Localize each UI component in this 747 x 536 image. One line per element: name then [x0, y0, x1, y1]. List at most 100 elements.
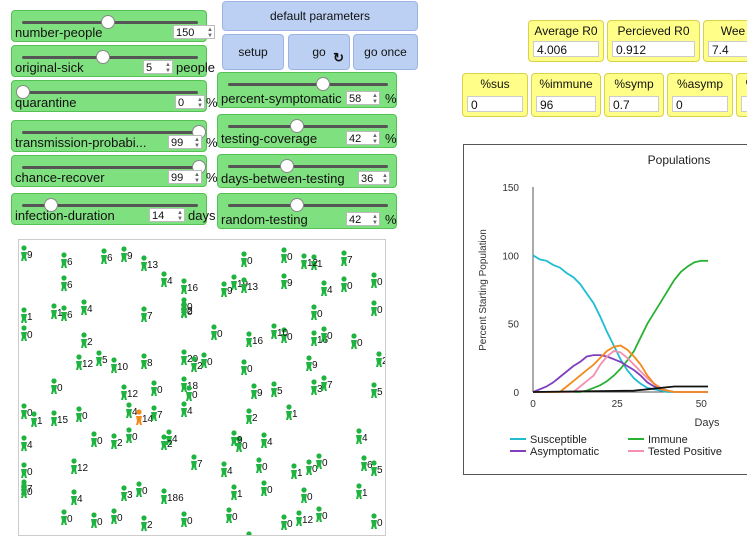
person-label: 5 [377, 387, 383, 398]
spinner-icon[interactable]: ▲ ▼ [194, 137, 200, 149]
infection-duration-value[interactable]: 14 ▲ ▼ [149, 208, 185, 222]
testing-coverage-handle[interactable] [290, 119, 305, 133]
person-label: 6 [67, 310, 73, 321]
person-agent: 0 [126, 427, 138, 443]
person-agent: 5 [371, 382, 383, 398]
person-label: 6 [67, 280, 73, 291]
person-agent: 0 [281, 514, 293, 530]
chance-recover-slider[interactable]: chance-recover 99 ▲ ▼% [11, 155, 218, 187]
spinner-icon[interactable]: ▲ ▼ [372, 214, 378, 226]
days-between-testing-slider[interactable]: days-between-testing 36 ▲ ▼ [217, 154, 397, 188]
transmission-value[interactable]: 99 ▲ ▼ [168, 135, 202, 149]
quarantine-track[interactable] [22, 91, 198, 94]
person-label: 0 [157, 385, 163, 396]
person-agent: 5 [271, 381, 283, 397]
person-agent: 186 [161, 488, 184, 504]
number-people-value[interactable]: 150 ▲ ▼ [173, 25, 215, 39]
spinner-icon[interactable]: ▲ ▼ [165, 62, 171, 74]
person-label: 9 [257, 388, 263, 399]
random-testing-value[interactable]: 42 ▲ ▼ [346, 212, 380, 226]
populations-chart: Populations 0 50 100 150 0 25 50 Days Percent Sta… [478, 153, 722, 458]
original-sick-value-text: 5 [146, 62, 153, 74]
person-agent: 0 [256, 457, 268, 473]
person-agent: 0 [136, 481, 148, 497]
spinner-icon[interactable]: ▲ ▼ [194, 172, 200, 184]
person-agent: 5 [371, 460, 383, 476]
person-agent: 0 [21, 403, 33, 419]
random-testing-track[interactable] [228, 204, 388, 207]
person-agent: 0 [246, 531, 252, 535]
number-people-slider[interactable]: number-people 150 ▲ ▼ [11, 10, 215, 42]
person-label: 2 [252, 413, 258, 424]
person-agent: 0 [61, 509, 73, 525]
person-agent: 9 [251, 383, 263, 399]
quarantine-handle[interactable] [16, 85, 30, 99]
original-sick-value[interactable]: 5 ▲ ▼ [143, 60, 173, 74]
person-label: 7 [347, 255, 353, 266]
person-label: 10 [117, 362, 129, 373]
chance-recover-track[interactable] [22, 166, 198, 169]
y-tick-label: 100 [502, 251, 519, 262]
infection-duration-track[interactable] [22, 204, 198, 207]
testing-coverage-value[interactable]: 42 ▲ ▼ [346, 131, 380, 145]
chance-recover-value[interactable]: 99 ▲ ▼ [168, 170, 202, 184]
infection-duration-handle[interactable] [44, 198, 59, 212]
quarantine-value[interactable]: 0 ▲ ▼ [175, 95, 205, 109]
setup-button[interactable]: setup [222, 34, 284, 70]
person-agent: 9 [121, 246, 133, 262]
percent-symptomatic-value[interactable]: 58 ▲ ▼ [346, 91, 380, 105]
person-agent: 9 [21, 245, 33, 261]
percent-symptomatic-slider[interactable]: percent-symptomatic 58 ▲ ▼% [217, 72, 397, 108]
person-agent: 4 [71, 489, 83, 505]
testing-coverage-track[interactable] [228, 125, 388, 128]
person-label: 0 [247, 256, 253, 267]
spinner-icon[interactable]: ▲ ▼ [207, 27, 213, 39]
person-label: 1 [292, 409, 298, 420]
go-button[interactable]: go ↻ [288, 34, 350, 70]
number-people-handle[interactable] [101, 15, 116, 29]
transmission-unit: % [206, 135, 218, 150]
person-label: 0 [232, 512, 238, 523]
person-agent: 0 [51, 378, 63, 394]
spinner-icon[interactable]: ▲ ▼ [372, 93, 378, 105]
world-view[interactable]: 9661300179126416199139400620001147001601… [18, 239, 386, 536]
spinner-icon[interactable]: ▲ ▼ [197, 97, 203, 109]
person-label: 4 [77, 494, 83, 505]
person-agent: 12 [71, 458, 89, 474]
person-label: 4 [362, 433, 368, 444]
person-agent: 0 [316, 453, 328, 469]
person-agent: 0 [281, 247, 293, 263]
percent-symptomatic-track[interactable] [228, 83, 388, 86]
person-agent: 0 [371, 272, 383, 288]
person-agent: 0 [211, 324, 223, 340]
y-tick-label: 0 [513, 388, 519, 399]
infection-duration-slider[interactable]: infection-duration 14 ▲ ▼ days [11, 193, 215, 225]
spinner-icon[interactable]: ▲ ▼ [177, 210, 183, 222]
days-between-testing-track[interactable] [228, 165, 388, 168]
original-sick-slider[interactable]: original-sick 5 ▲ ▼ people [11, 45, 215, 77]
person-label: 1 [317, 259, 323, 270]
random-testing-slider[interactable]: random-testing 42 ▲ ▼% [217, 193, 397, 229]
testing-coverage-slider[interactable]: testing-coverage 42 ▲ ▼% [217, 114, 397, 148]
quarantine-slider[interactable]: quarantine 0 ▲ ▼% [11, 80, 218, 112]
go-once-button[interactable]: go once [353, 34, 418, 70]
person-label: 15 [57, 415, 69, 426]
person-agent: 16 [246, 331, 264, 347]
transmission-track[interactable] [22, 131, 198, 134]
testing-coverage-unit: % [385, 131, 397, 146]
transmission-slider[interactable]: transmission-probabi... 99 ▲ ▼% [11, 120, 218, 152]
person-label: 12 [302, 515, 314, 526]
original-sick-handle[interactable] [96, 50, 111, 64]
person-label: 1 [237, 489, 243, 500]
default-parameters-button[interactable]: default parameters [222, 1, 418, 31]
days-between-testing-value[interactable]: 36 ▲ ▼ [358, 171, 390, 185]
spinner-icon[interactable]: ▲ ▼ [382, 173, 388, 185]
person-agent: 7 [191, 454, 203, 470]
spinner-icon[interactable]: ▲ ▼ [372, 133, 378, 145]
person-label: 0 [287, 332, 293, 343]
days-between-testing-handle[interactable] [280, 159, 295, 173]
person-agent: 4 [161, 271, 173, 287]
person-label: 0 [82, 411, 88, 422]
percent-symptomatic-handle[interactable] [315, 77, 330, 91]
random-testing-handle[interactable] [290, 198, 305, 212]
